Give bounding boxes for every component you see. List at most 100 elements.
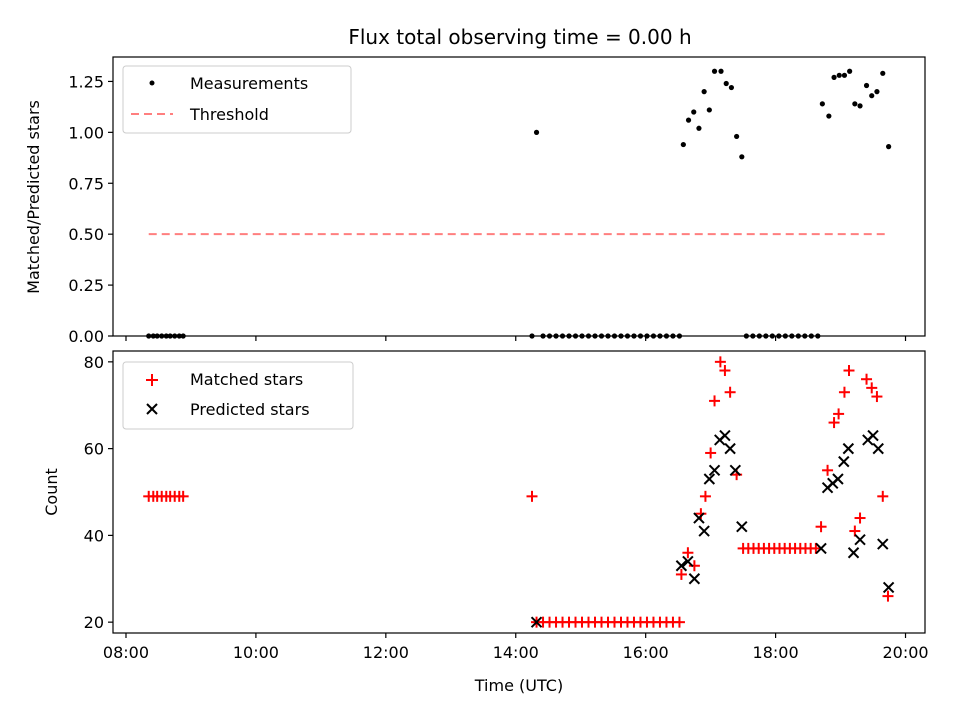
measurements-point — [691, 109, 697, 115]
matched-stars-point — [705, 447, 717, 459]
counts-marks — [143, 356, 895, 628]
measurements-point — [701, 89, 707, 95]
counts-y-tick-label: 20 — [84, 613, 104, 632]
measurements-point — [167, 333, 173, 339]
measurements-point — [795, 333, 801, 339]
measurements-point — [533, 129, 540, 135]
x-tick-label: 18:00 — [753, 643, 799, 662]
predicted-stars-point — [842, 442, 855, 455]
measurements-point — [546, 333, 553, 339]
measurements-point — [685, 117, 692, 123]
ratio-y-tick-label: 1.00 — [68, 123, 104, 142]
matched-stars-point — [866, 382, 878, 394]
measurements-point — [572, 333, 579, 339]
predicted-stars-point — [867, 429, 879, 442]
ratio-ticks: 0.00 0.25 0.50 0.75 1.00 1.25 — [68, 72, 907, 346]
matched-stars-point — [861, 373, 873, 385]
measurements-point — [150, 333, 156, 339]
measurements-point — [618, 333, 624, 339]
ratio-y-tick-label: 1.25 — [68, 72, 104, 91]
measurements-point — [857, 103, 863, 109]
measurements-point — [540, 333, 546, 339]
legend-matched-marker — [146, 374, 158, 386]
measurements-point — [802, 333, 808, 339]
matched-stars-point — [724, 386, 736, 398]
predicted-stars-point — [688, 573, 701, 585]
measurements-point — [592, 333, 598, 339]
counts-y-tick-label: 40 — [84, 526, 104, 545]
matched-stars-point — [882, 590, 894, 602]
predicted-stars-point — [847, 547, 860, 559]
measurements-point — [696, 125, 702, 131]
x-axis-label: Time (UTC) — [474, 676, 563, 695]
measurements-point — [782, 333, 788, 339]
measurements-point — [637, 333, 644, 339]
measurements-point — [826, 113, 832, 119]
predicted-stars-point — [682, 555, 694, 568]
matched-stars-point — [843, 365, 855, 377]
matched-stars-point — [838, 386, 850, 398]
legend-predicted-marker — [146, 403, 158, 415]
predicted-stars-point — [815, 542, 827, 555]
predicted-stars-point — [693, 512, 705, 524]
measurements-point — [663, 333, 670, 339]
measurements-point — [776, 333, 782, 339]
ratio-y-tick-label: 0.25 — [68, 276, 104, 295]
predicted-stars-point — [838, 455, 850, 468]
counts-y-tick-label: 80 — [84, 353, 104, 372]
measurements-point — [706, 107, 712, 113]
measurements-point — [739, 154, 745, 160]
measurements-point — [579, 333, 585, 339]
measurements-point — [146, 333, 152, 339]
matched-stars-point — [675, 568, 687, 580]
predicted-stars-point — [698, 525, 710, 537]
matched-stars-point — [688, 560, 700, 572]
measurements-point — [769, 333, 775, 339]
counts-y-axis-label: Count — [42, 468, 61, 516]
matched-stars-point — [714, 356, 726, 368]
measurements-point — [163, 333, 169, 339]
ratio-legend: Measurements Threshold — [122, 65, 352, 134]
measurements-point — [159, 333, 165, 339]
matched-stars-point — [719, 365, 731, 377]
matched-stars-point — [682, 547, 694, 559]
measurements-point — [585, 333, 592, 339]
measurements-point — [869, 93, 875, 99]
matched-stars-point — [871, 391, 883, 403]
measurements-point — [605, 333, 611, 339]
measurements-point — [559, 333, 566, 339]
measurements-point — [847, 68, 853, 74]
measurements-point — [624, 333, 631, 339]
predicted-stars-point — [854, 534, 866, 546]
ratio-marks — [146, 68, 892, 339]
counts-ticks: 20 40 60 80 08:00 10:00 12:00 14:00 16:00 18:00 20… — [84, 353, 929, 662]
counts-legend: Matched stars Predicted stars — [122, 361, 354, 430]
matched-stars-point — [833, 408, 845, 420]
predicted-stars-point — [877, 538, 889, 550]
ratio-y-axis-label: Matched/Predicted stars — [24, 100, 43, 294]
predicted-stars-point — [872, 442, 884, 455]
measurements-point — [644, 333, 650, 339]
measurements-point — [728, 84, 735, 91]
measurements-point — [631, 333, 637, 339]
measurements-point — [743, 333, 749, 339]
measurements-point — [711, 68, 718, 74]
measurements-point — [154, 333, 160, 339]
legend-predicted-label: Predicted stars — [190, 400, 310, 419]
predicted-stars-point — [882, 581, 895, 594]
measurements-point — [176, 333, 182, 339]
matched-stars-point — [854, 512, 866, 524]
matched-stars-point — [849, 525, 861, 537]
measurements-point — [886, 144, 892, 150]
x-tick-label: 20:00 — [882, 643, 928, 662]
predicted-stars-point — [724, 442, 736, 455]
measurements-point — [657, 333, 663, 339]
legend-measurements-marker — [149, 80, 155, 86]
x-tick-label: 14:00 — [493, 643, 539, 662]
measurements-point — [880, 70, 886, 76]
measurements-point — [670, 333, 676, 339]
measurements-point — [756, 333, 762, 339]
matched-stars-point — [822, 464, 834, 476]
x-tick-label: 08:00 — [103, 643, 149, 662]
x-tick-label: 16:00 — [623, 643, 669, 662]
